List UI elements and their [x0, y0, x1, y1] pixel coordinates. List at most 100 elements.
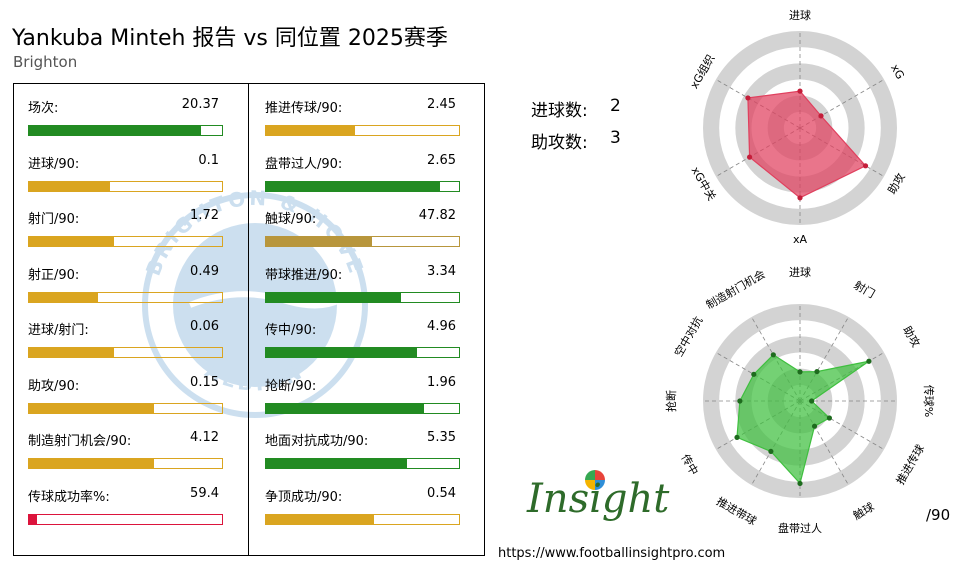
stat-bar-fill [29, 348, 114, 357]
stat-bar-fill [266, 237, 373, 246]
radar-axis-label: 传中 [678, 452, 700, 478]
stat-bar [265, 180, 460, 192]
radar-point [797, 369, 803, 375]
stat-label: 射正/90: [28, 267, 80, 283]
stat-bar [28, 347, 223, 358]
radar-point [745, 95, 751, 101]
stat-label: 助攻/90: [28, 378, 80, 394]
stat-bar-fill [29, 403, 155, 413]
radar-axis-label: 推进传球 [893, 442, 927, 487]
radar-point [826, 415, 833, 421]
stat-label: 传中/90: [265, 323, 317, 338]
radar-point [814, 368, 820, 375]
stat-bar-fill [29, 514, 37, 524]
stat-value: 47.82 [418, 208, 456, 223]
site-url[interactable]: https://www.footballinsightpro.com [498, 546, 726, 561]
assists-label: 助攻数: [531, 133, 588, 153]
page-title: Yankuba Minteh 报告 vs 同位置 2025赛季 [12, 26, 448, 51]
radar-ring [702, 303, 898, 499]
stat-bar [28, 180, 223, 192]
stat-bar-fill [29, 237, 114, 246]
stat-label: 盘带过人/90: [265, 156, 343, 172]
radar-axis-label: 空中对抗 [671, 314, 705, 359]
stat-row: 争顶成功/90: 0.54 [265, 486, 462, 536]
stat-row: 触球/90: 47.82 [265, 208, 462, 258]
radar-axis-label: 射门 [851, 278, 877, 301]
stat-label: 带球推进/90: [265, 267, 343, 283]
radar-point [797, 88, 803, 94]
radar-axis-label: xG [888, 62, 907, 82]
radar-point [797, 480, 803, 487]
stat-value: 4.12 [190, 430, 219, 445]
stat-bar [28, 402, 223, 414]
stat-row: 抢断/90: 1.96 [265, 375, 462, 425]
radar-axis-label: 推进带球 [714, 494, 759, 528]
stat-bar-fill [266, 348, 417, 357]
stat-bar-fill [29, 126, 201, 135]
radar-point [811, 423, 818, 429]
stat-value: 1.96 [427, 374, 456, 390]
stat-bar [265, 125, 460, 136]
stat-label: 进球/90: [28, 156, 80, 172]
radar-ring [702, 30, 898, 226]
radar-point [770, 352, 776, 358]
stat-bar-fill [266, 403, 425, 413]
stats-panel [13, 83, 485, 556]
stat-row: 传中/90: 4.96 [265, 319, 462, 369]
radar-point [866, 358, 872, 364]
radar-point [862, 163, 869, 169]
radar-point [734, 434, 740, 440]
radar-axis-label: 助攻 [885, 170, 908, 196]
stat-bar [28, 291, 223, 303]
stat-label: 制造射门机会/90: [28, 434, 132, 449]
stat-value: 1.72 [190, 208, 219, 223]
assists-value: 3 [610, 128, 621, 148]
stat-bar-fill [266, 181, 440, 191]
radar-axis-label: 制造射门机会 [703, 267, 767, 312]
radar-point [746, 154, 753, 160]
goals-value: 2 [610, 96, 621, 116]
radar-point [809, 398, 815, 404]
stat-row: 传球成功率%: 59.4 [28, 486, 225, 536]
stats-divider [248, 83, 249, 556]
stat-bar-fill [266, 126, 355, 135]
radar-point [751, 371, 757, 377]
radar-axis-label: 触球 [850, 499, 876, 522]
ball-icon [585, 470, 605, 490]
radar-point [737, 398, 743, 404]
stat-bar [265, 236, 460, 247]
goals-label: 进球数: [531, 101, 588, 121]
stat-bar [28, 236, 223, 247]
stat-bar-fill [266, 459, 407, 468]
radar-axis-label: 抢断 [664, 390, 678, 412]
stat-value: 0.15 [190, 374, 219, 390]
stat-bar [28, 458, 223, 469]
stat-label: 抢断/90: [265, 378, 317, 394]
stat-label: 地面对抗成功/90: [265, 434, 369, 449]
stat-label: 触球/90: [265, 212, 317, 227]
stat-value: 5.35 [427, 430, 456, 445]
stat-bar [28, 513, 223, 525]
stat-bar [265, 513, 460, 525]
radar-axis-label: 盘带过人 [778, 521, 822, 535]
stat-value: 0.1 [198, 152, 219, 168]
stat-value: 4.96 [427, 319, 456, 334]
stat-bar-fill [29, 292, 99, 302]
stat-row: 射正/90: 0.49 [28, 264, 225, 314]
stat-row: 地面对抗成功/90: 5.35 [265, 430, 462, 480]
radar-point [768, 448, 774, 455]
stat-bar [265, 402, 460, 414]
radar-axis-label: xG组织 [687, 52, 718, 91]
stat-bar [265, 458, 460, 469]
stat-row: 进球/射门: 0.06 [28, 319, 225, 369]
stat-row: 制造射门机会/90: 4.12 [28, 430, 225, 480]
radar-axis-label: 传球% [922, 385, 936, 417]
stat-row: 推进传球/90: 2.45 [265, 97, 462, 147]
stat-bar-fill [29, 459, 155, 468]
stat-label: 进球/射门: [28, 323, 89, 338]
stat-bar [265, 291, 460, 303]
stat-bar [28, 125, 223, 136]
stat-value: 59.4 [190, 485, 219, 501]
